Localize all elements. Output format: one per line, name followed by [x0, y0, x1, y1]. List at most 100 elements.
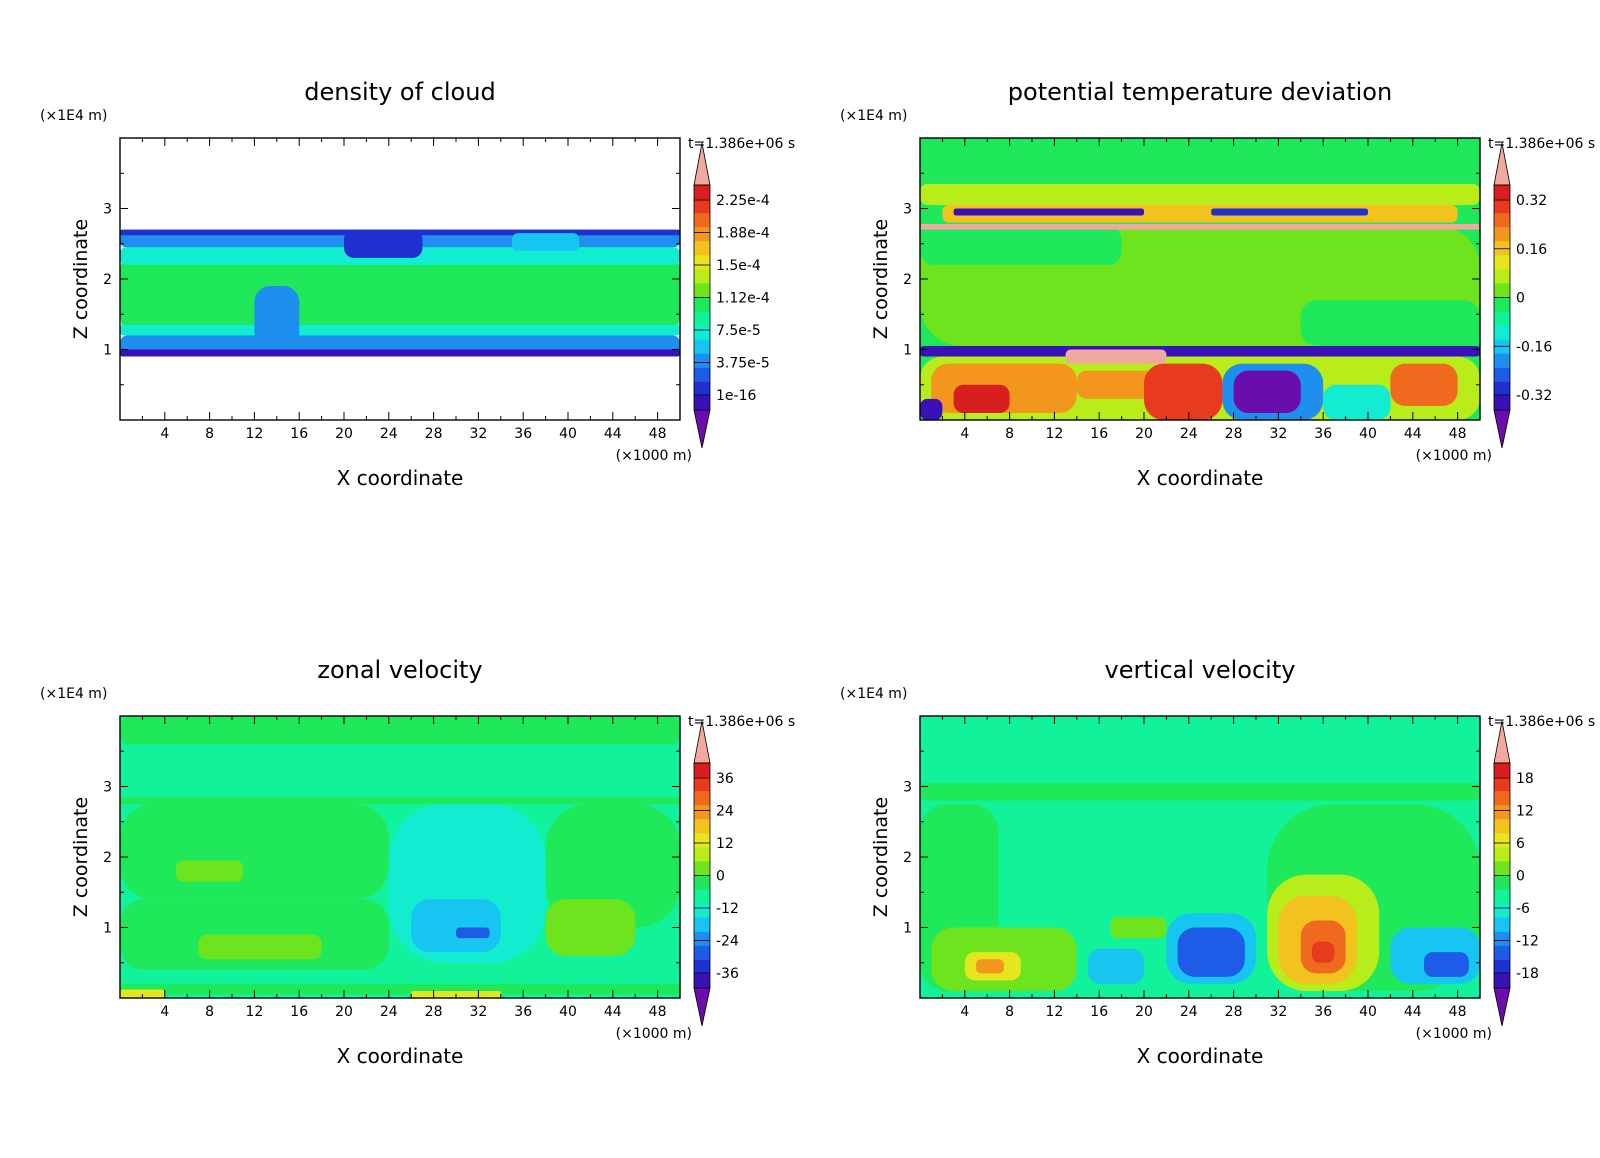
- x-axis-label: X coordinate: [337, 1044, 464, 1068]
- field-contour-region: [120, 983, 680, 995]
- colorbar-swatch: [1494, 875, 1510, 891]
- colorbar-swatch: [1494, 339, 1510, 355]
- colorbar-swatch: [1494, 395, 1510, 411]
- x-tick-label: 16: [290, 426, 308, 442]
- field-contour-region: [1110, 916, 1167, 939]
- x-tick-label: 44: [604, 1004, 622, 1020]
- colorbar-swatch: [694, 283, 710, 298]
- y-axis-unit: (×1E4 m): [40, 686, 107, 702]
- field-contour-region: [920, 398, 943, 420]
- time-label: t=1.386e+06 s: [688, 136, 795, 152]
- y-axis-unit: (×1E4 m): [40, 108, 107, 124]
- colorbar-label: 3.75e-5: [716, 356, 770, 372]
- x-tick-label: 8: [205, 426, 214, 442]
- field-contour-region: [120, 349, 680, 357]
- x-axis-label: X coordinate: [337, 466, 464, 490]
- colorbar-label: 0: [1516, 869, 1525, 885]
- colorbar-swatch: [694, 353, 710, 369]
- time-label: t=1.386e+06 s: [1488, 714, 1595, 730]
- x-tick-label: 44: [1404, 1004, 1422, 1020]
- field-contour-region: [344, 229, 423, 258]
- colorbar-swatch: [694, 227, 710, 242]
- time-label: t=1.386e+06 s: [1488, 136, 1595, 152]
- colorbar-swatch: [1494, 185, 1510, 200]
- colorbar-label: 12: [1516, 804, 1534, 820]
- x-tick-label: 28: [425, 1004, 443, 1020]
- colorbar-swatch: [694, 973, 710, 989]
- y-tick-label: 1: [103, 921, 112, 937]
- x-tick-label: 48: [1449, 426, 1467, 442]
- colorbar-swatch: [1494, 283, 1510, 298]
- colorbar-swatch: [694, 861, 710, 876]
- colorbar-label: -18: [1516, 966, 1539, 982]
- colorbar-swatch: [694, 959, 710, 975]
- field-contour-region: [176, 860, 244, 882]
- x-tick-label: 32: [1269, 1004, 1287, 1020]
- x-tick-label: 4: [960, 426, 969, 442]
- colorbar-swatch: [1494, 213, 1510, 228]
- x-tick-label: 48: [1449, 1004, 1467, 1020]
- field-contour-region: [120, 804, 389, 900]
- colorbar-swatch: [1494, 931, 1510, 947]
- field-contour-region: [1088, 948, 1144, 984]
- y-tick-label: 3: [103, 780, 112, 796]
- field-contour-region: [920, 345, 1480, 357]
- x-tick-label: 4: [960, 1004, 969, 1020]
- y-tick-label: 3: [903, 202, 912, 218]
- colorbar-label: 0.32: [1516, 193, 1547, 209]
- x-tick-label: 20: [1135, 1004, 1153, 1020]
- x-tick-label: 16: [1090, 426, 1108, 442]
- colorbar-swatch: [1494, 847, 1510, 862]
- colorbar-swatch: [694, 903, 710, 919]
- field-contour-region: [1424, 952, 1469, 977]
- colorbar-label: 1.88e-4: [716, 226, 770, 242]
- x-tick-label: 8: [1005, 1004, 1014, 1020]
- chart-title: zonal velocity: [317, 656, 482, 684]
- colorbar-swatch: [1494, 297, 1510, 313]
- field-contour-region: [1312, 941, 1335, 963]
- colorbar-swatch: [694, 833, 710, 848]
- chart-panel-2: potential temperature deviation (×1E4 m) t…: [840, 78, 1595, 490]
- y-axis-label: Z coordinate: [70, 797, 92, 917]
- chart-panel-3: zonal velocity (×1E4 m) t=1.386e+06 s 4 8 12 1…: [40, 656, 795, 1068]
- colorbar-swatch: [694, 945, 710, 961]
- colorbar-swatch: [694, 777, 710, 792]
- colorbar-swatch: [694, 847, 710, 862]
- colorbar-label: 1.5e-4: [716, 258, 761, 274]
- x-tick-label: 12: [245, 1004, 263, 1020]
- colorbar-label: 1.12e-4: [716, 291, 770, 307]
- x-tick-label: 12: [245, 426, 263, 442]
- colorbar-swatch: [1494, 777, 1510, 792]
- x-tick-label: 40: [559, 426, 577, 442]
- field-contour-region: [120, 716, 680, 745]
- colorbar-swatch: [694, 199, 710, 214]
- colorbar-label: -36: [716, 966, 739, 982]
- field-contour-region: [411, 899, 501, 953]
- x-tick-label: 40: [1359, 1004, 1377, 1020]
- x-axis-unit: (×1000 m): [1416, 1026, 1492, 1042]
- x-axis-unit: (×1000 m): [1416, 448, 1492, 464]
- x-tick-label: 28: [425, 426, 443, 442]
- colorbar-swatch: [694, 931, 710, 947]
- colorbar: 0.32 0.16 0 -0.16 -0.32: [1493, 142, 1552, 449]
- field-contour-region: [1065, 349, 1167, 364]
- colorbar-swatch: [694, 367, 710, 383]
- y-tick-label: 3: [903, 780, 912, 796]
- x-axis-unit: (×1000 m): [616, 448, 692, 464]
- colorbar-label: 12: [716, 836, 734, 852]
- colorbar: 36 24 12 0 -12 -24 -36: [693, 720, 739, 1027]
- colorbar-swatch: [1494, 199, 1510, 214]
- x-tick-label: 48: [649, 426, 667, 442]
- colorbar-swatch: [1494, 269, 1510, 284]
- time-label: t=1.386e+06 s: [688, 714, 795, 730]
- x-tick-label: 20: [335, 426, 353, 442]
- field-contour-region: [920, 224, 1480, 230]
- colorbar: 18 12 6 0 -6 -12 -18: [1493, 720, 1539, 1027]
- colorbar-swatch: [1494, 973, 1510, 989]
- colorbar-swatch: [694, 819, 710, 834]
- colorbar-label: 36: [716, 771, 734, 787]
- colorbar-swatch: [1494, 805, 1510, 820]
- colorbar-swatch: [694, 297, 710, 313]
- colorbar-swatch: [694, 241, 710, 256]
- x-tick-label: 48: [649, 1004, 667, 1020]
